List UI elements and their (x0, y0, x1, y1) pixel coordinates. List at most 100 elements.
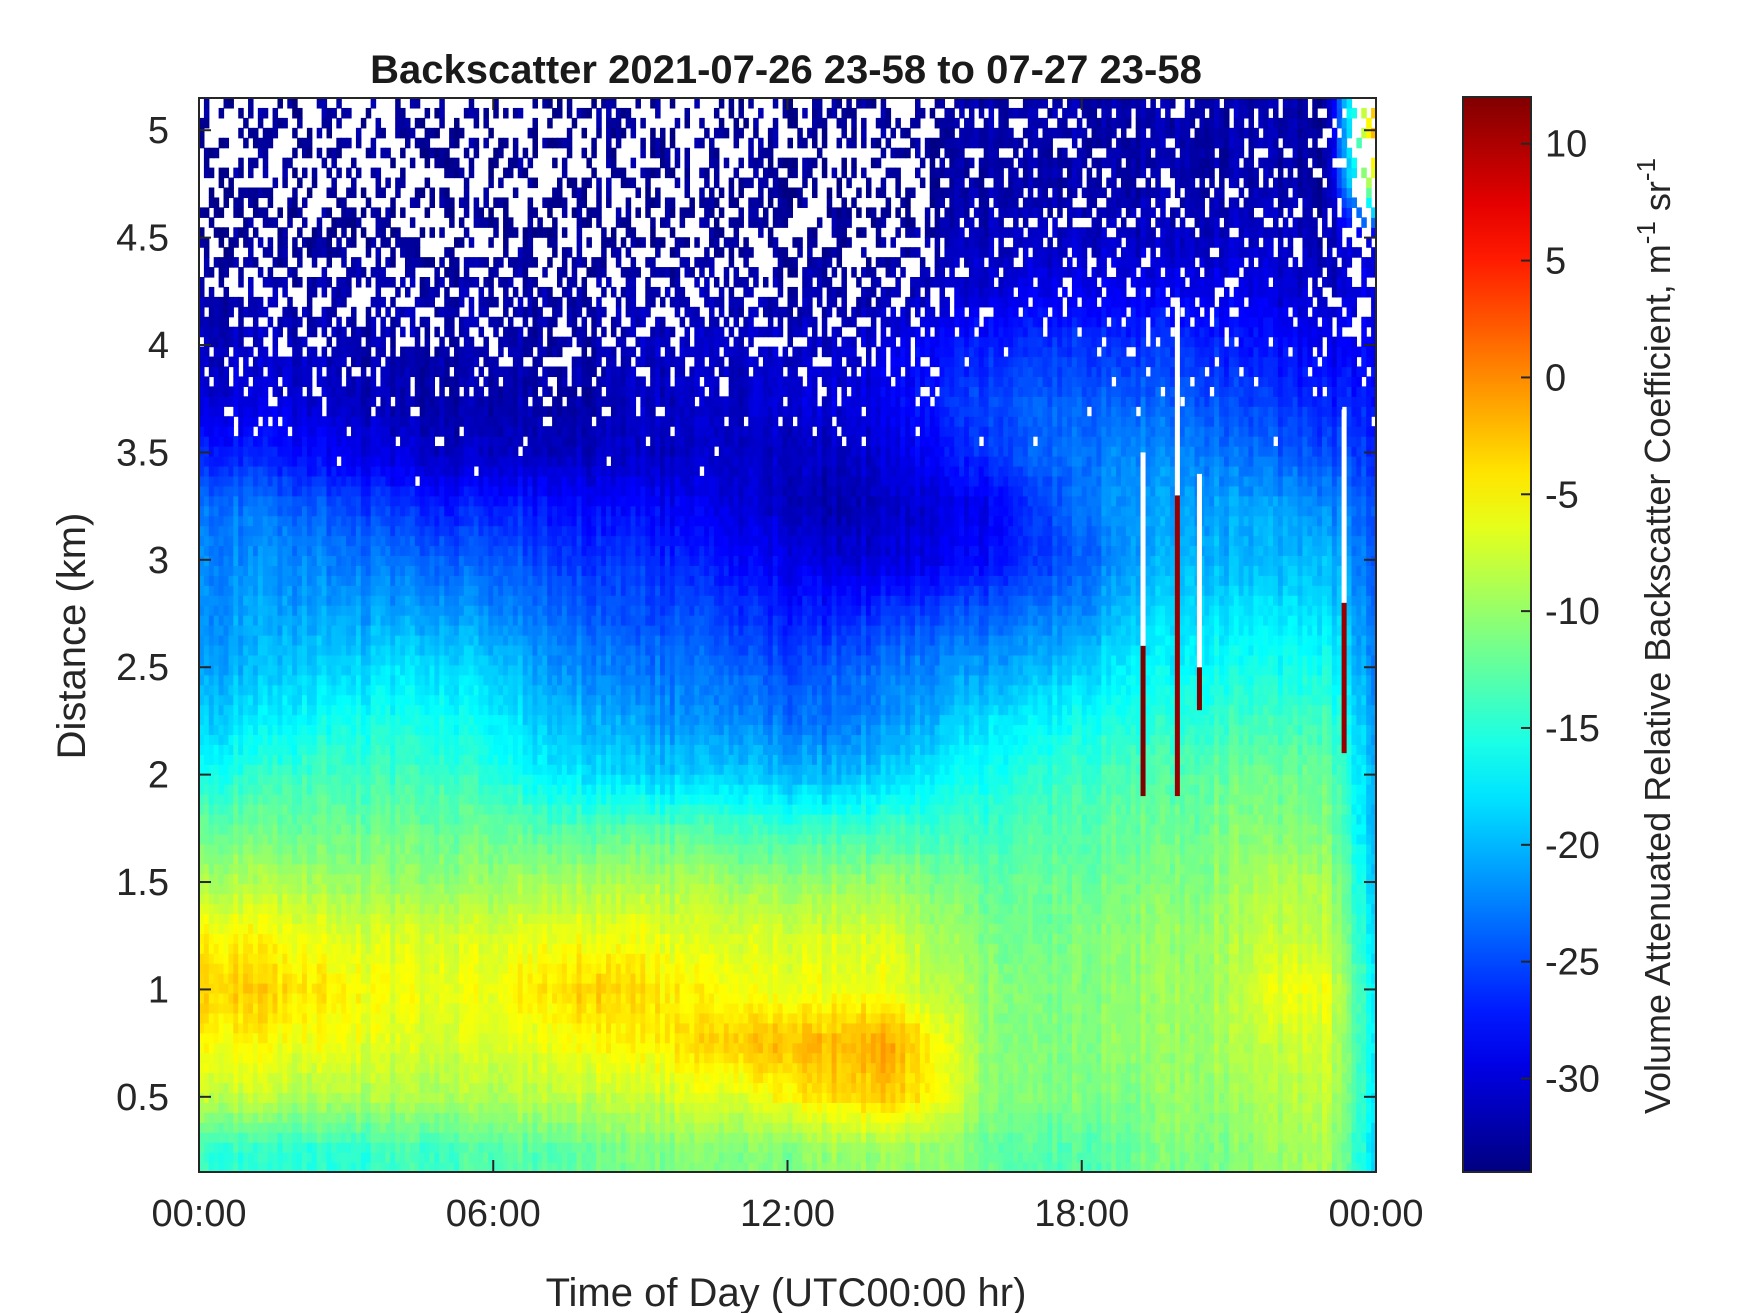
heatmap-cell (351, 416, 357, 427)
heatmap-cell (415, 357, 421, 368)
heatmap-cell (312, 864, 318, 875)
heatmap-cell (297, 844, 303, 855)
heatmap-cell (214, 794, 220, 805)
heatmap-cell (287, 357, 293, 368)
heatmap-cell (341, 665, 347, 676)
heatmap-cell (277, 1013, 283, 1024)
heatmap-cell (385, 764, 391, 775)
heatmap-cell (292, 993, 298, 1004)
heatmap-cell (243, 774, 249, 785)
heatmap-cell (400, 436, 406, 447)
heatmap-cell (400, 983, 406, 994)
heatmap-cell (219, 993, 225, 1004)
heatmap-cell (395, 496, 401, 507)
heatmap-cell (400, 933, 406, 944)
heatmap-cell (263, 844, 269, 855)
heatmap-cell (415, 943, 421, 954)
heatmap-cell (277, 645, 283, 656)
heatmap-cell (282, 983, 288, 994)
heatmap-cell (277, 715, 283, 726)
heatmap-cell (273, 486, 279, 497)
heatmap-cell (273, 546, 279, 557)
heatmap-cell (243, 466, 249, 477)
heatmap-cell (420, 227, 426, 238)
heatmap-cell (351, 555, 357, 566)
heatmap-cell (371, 536, 377, 547)
heatmap-cell (248, 715, 254, 726)
heatmap-cell (415, 536, 421, 547)
heatmap-cell (277, 615, 283, 626)
heatmap-cell (331, 396, 337, 407)
heatmap-cell (204, 1033, 210, 1044)
heatmap-cell (336, 705, 342, 716)
heatmap-cell (371, 943, 377, 954)
heatmap-cell (307, 496, 313, 507)
heatmap-cell (385, 725, 391, 736)
heatmap-cell (346, 446, 352, 457)
heatmap-cell (297, 416, 303, 427)
heatmap-cell (297, 973, 303, 984)
heatmap-cell (356, 496, 362, 507)
heatmap-cell (258, 784, 264, 795)
heatmap-cell (204, 953, 210, 964)
heatmap-cell (317, 904, 323, 915)
heatmap-cell (243, 913, 249, 924)
heatmap-cell (410, 943, 416, 954)
heatmap-cell (248, 496, 254, 507)
heatmap-cell (253, 575, 259, 586)
heatmap-cell (331, 536, 337, 547)
heatmap-cell (371, 317, 377, 328)
heatmap-cell (425, 297, 431, 308)
heatmap-cell (273, 1043, 279, 1054)
heatmap-cell (361, 1132, 367, 1143)
heatmap-cell (258, 565, 264, 576)
heatmap-cell (356, 725, 362, 736)
heatmap-cell (258, 744, 264, 755)
heatmap-cell (336, 725, 342, 736)
heatmap-cell (405, 138, 411, 149)
heatmap-cell (356, 923, 362, 934)
heatmap-cell (273, 754, 279, 765)
heatmap-cell (228, 943, 234, 954)
heatmap-cell (248, 277, 254, 288)
heatmap-cell (317, 1013, 323, 1024)
heatmap-cell (263, 158, 269, 169)
heatmap-cell (336, 486, 342, 497)
heatmap-cell (390, 536, 396, 547)
heatmap-cell (415, 595, 421, 606)
heatmap-cell (430, 754, 436, 765)
heatmap-cell (224, 188, 230, 199)
heatmap-cell (292, 635, 298, 646)
heatmap-cell (390, 466, 396, 477)
heatmap-cell (317, 784, 323, 795)
heatmap-cell (248, 973, 254, 984)
heatmap-cell (209, 486, 215, 497)
heatmap-cell (219, 715, 225, 726)
heatmap-cell (346, 635, 352, 646)
heatmap-cell (248, 436, 254, 447)
heatmap-cell (395, 814, 401, 825)
heatmap-cell (385, 705, 391, 716)
heatmap-cell (410, 367, 416, 378)
heatmap-cell (228, 486, 234, 497)
heatmap-cell (351, 784, 357, 795)
heatmap-cell (390, 546, 396, 557)
heatmap-cell (282, 536, 288, 547)
heatmap-cell (297, 436, 303, 447)
heatmap-cell (405, 376, 411, 387)
heatmap-cell (317, 725, 323, 736)
heatmap-cell (214, 1073, 220, 1084)
heatmap-cell (390, 376, 396, 387)
heatmap-cell (243, 884, 249, 895)
heatmap-cell (209, 814, 215, 825)
heatmap-cell (209, 1122, 215, 1133)
heatmap-cell (248, 506, 254, 517)
heatmap-cell (356, 1073, 362, 1084)
heatmap-cell (273, 128, 279, 139)
heatmap-cell (356, 904, 362, 915)
heatmap-cell (258, 585, 264, 596)
heatmap-cell (204, 118, 210, 129)
heatmap-cell (253, 376, 259, 387)
heatmap-cell (410, 913, 416, 924)
heatmap-cell (312, 1013, 318, 1024)
